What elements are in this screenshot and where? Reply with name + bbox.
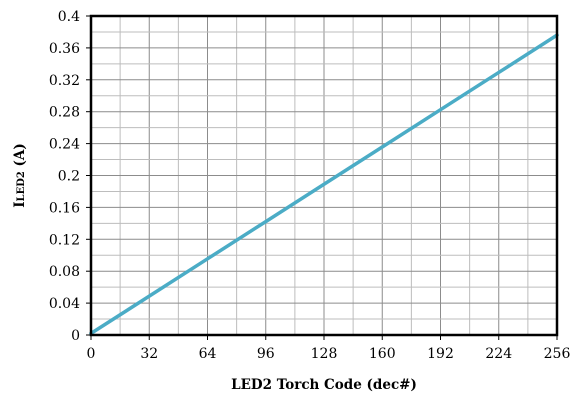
y-tick-label: 0: [71, 328, 80, 344]
y-tick-label: 0.2: [58, 169, 80, 185]
y-axis-label-main: I: [12, 201, 28, 207]
series-line: [89, 33, 559, 336]
y-axis-label-subscript: LED2: [16, 171, 27, 201]
y-tick-label: 0.12: [49, 232, 80, 248]
y-tick-label: 0.24: [49, 137, 80, 153]
y-tick-label: 0.36: [49, 41, 80, 57]
x-tick-label: 192: [427, 346, 454, 362]
x-tick-label: 160: [369, 346, 396, 362]
y-tick-label: 0.04: [49, 296, 80, 312]
y-tick-label: 0.4: [58, 9, 80, 25]
x-tick-label: 224: [485, 346, 512, 362]
x-axis-label: LED2 Torch Code (dec#): [231, 377, 417, 393]
y-tick-label: 0.28: [49, 105, 80, 121]
y-tick-label: 0.08: [49, 264, 80, 280]
x-tick-label: 0: [87, 346, 96, 362]
y-tick-label: 0.16: [49, 200, 80, 216]
y-tick-label: 0.32: [49, 73, 80, 89]
x-tick-label: 64: [199, 346, 217, 362]
y-axis-label-unit: (A): [12, 143, 28, 171]
x-tick-label: 256: [544, 346, 571, 362]
x-axis-ticks: 0 32 64 96 128 160 192 224 256: [87, 335, 571, 362]
x-tick-label: 32: [140, 346, 158, 362]
y-axis-ticks: 0 0.04 0.08 0.12 0.16 0.2 0.24 0.28 0.32 0.36 0.4: [49, 9, 91, 344]
x-tick-label: 128: [311, 346, 338, 362]
y-axis-label: ILED2 (A): [12, 143, 28, 208]
series-layer: [89, 33, 559, 336]
x-tick-label: 96: [257, 346, 275, 362]
